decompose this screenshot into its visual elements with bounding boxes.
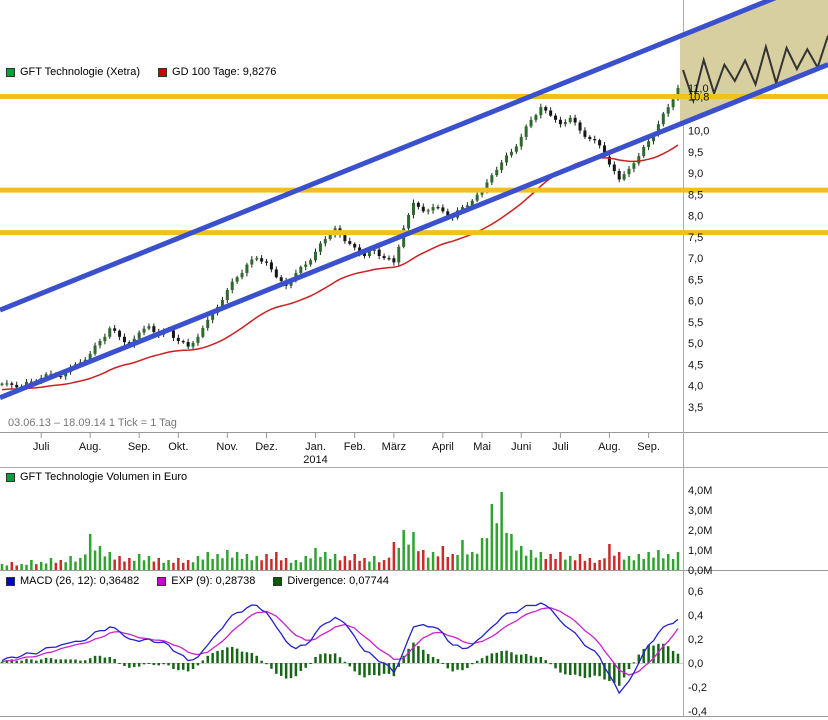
divergence-value-label: Divergence: 0,07744 [287, 575, 389, 587]
volume-swatch-icon [6, 472, 15, 482]
svg-text:0,0: 0,0 [688, 658, 703, 670]
main-chart-legend: GFT Technologie (Xetra) GD 100 Tage: 9,8… [6, 66, 276, 78]
svg-text:Dez.: Dez. [255, 441, 278, 453]
svg-text:Feb.: Feb. [344, 441, 366, 453]
svg-text:5,0: 5,0 [688, 338, 703, 350]
macd-swatch-icon [6, 576, 15, 586]
exp-value-label: EXP (9): 0,28738 [171, 575, 256, 587]
svg-text:-0,4: -0,4 [688, 706, 707, 718]
macd-axis-labels: 0,6 0,4 0,2 0,0 -0,2 -0,4 [688, 586, 707, 718]
svg-text:2,0M: 2,0M [688, 525, 712, 537]
volume-bars [0, 492, 680, 570]
volume-legend: GFT Technologie Volumen in Euro [6, 471, 187, 483]
exp-line [1, 607, 679, 676]
exp-swatch-icon [157, 576, 167, 586]
svg-text:4,0M: 4,0M [688, 485, 712, 497]
volume-label: GFT Technologie Volumen in Euro [20, 471, 188, 483]
divergence-histogram [0, 642, 680, 686]
svg-text:1,0M: 1,0M [688, 545, 712, 557]
candlesticks [0, 84, 680, 390]
volume-axis-labels: 4,0M 3,0M 2,0M 1,0M 0,0M [688, 485, 712, 577]
svg-text:Aug.: Aug. [79, 441, 102, 453]
macd-line [1, 602, 679, 695]
svg-text:9,5: 9,5 [688, 147, 703, 159]
svg-text:April: April [432, 441, 454, 453]
svg-text:Juni: Juni [511, 441, 531, 453]
svg-text:6,0: 6,0 [688, 296, 703, 308]
exp-legend-item: EXP (9): 0,28738 [157, 575, 255, 587]
svg-text:8,5: 8,5 [688, 189, 703, 201]
svg-text:Nov.: Nov. [216, 441, 238, 453]
svg-text:7,5: 7,5 [688, 232, 703, 244]
price-series-legend-item: GFT Technologie (Xetra) [6, 66, 140, 78]
svg-text:10,8: 10,8 [688, 92, 709, 104]
svg-text:0,2: 0,2 [688, 634, 703, 646]
svg-text:-0,2: -0,2 [688, 682, 707, 694]
price-series-swatch-icon [6, 67, 15, 77]
svg-text:4,5: 4,5 [688, 359, 703, 371]
svg-text:Sep.: Sep. [637, 441, 660, 453]
svg-text:Juli: Juli [33, 441, 50, 453]
svg-text:4,0: 4,0 [688, 381, 703, 393]
svg-text:März: März [382, 441, 406, 453]
svg-text:2014: 2014 [303, 454, 327, 466]
svg-text:8,0: 8,0 [688, 211, 703, 223]
gd100-label: GD 100 Tage: 9,8276 [172, 66, 277, 78]
trend-channel-lines [0, 0, 828, 400]
macd-legend: MACD (26, 12): 0,36482 EXP (9): 0,28738 … [6, 575, 389, 587]
period-text: 03.06.13 – 18.09.14 1 Tick = 1 Tag [8, 417, 177, 429]
svg-text:Sep.: Sep. [128, 441, 151, 453]
svg-text:5,5: 5,5 [688, 317, 703, 329]
trend-projection-area [680, 0, 828, 125]
svg-text:0,6: 0,6 [688, 586, 703, 598]
svg-text:7,0: 7,0 [688, 253, 703, 265]
svg-text:Aug.: Aug. [598, 441, 621, 453]
volume-legend-item: GFT Technologie Volumen in Euro [6, 471, 187, 483]
projection-price-path [682, 35, 828, 105]
svg-text:10,0: 10,0 [688, 126, 709, 138]
svg-text:Jan.: Jan. [305, 441, 326, 453]
divergence-legend-item: Divergence: 0,07744 [273, 575, 389, 587]
divergence-swatch-icon [273, 576, 283, 586]
main-axis-labels: 11,010,8 10,0 9,5 9,0 8,5 8,0 7,5 7,0 6,5 6,0 5,5 5… [33, 83, 709, 466]
svg-text:3,0M: 3,0M [688, 505, 712, 517]
svg-text:Mai: Mai [473, 441, 491, 453]
svg-text:11,0: 11,0 [688, 83, 709, 95]
svg-text:9,0: 9,0 [688, 168, 703, 180]
gd100-legend-item: GD 100 Tage: 9,8276 [158, 66, 276, 78]
svg-text:6,5: 6,5 [688, 274, 703, 286]
macd-legend-item: MACD (26, 12): 0,36482 [6, 575, 139, 587]
svg-text:Okt.: Okt. [168, 441, 188, 453]
price-series-label: GFT Technologie (Xetra) [20, 66, 141, 78]
svg-text:Juli: Juli [552, 441, 569, 453]
gd100-swatch-icon [158, 67, 168, 77]
svg-text:3,5: 3,5 [688, 402, 703, 414]
macd-value-label: MACD (26, 12): 0,36482 [20, 575, 140, 587]
svg-text:0,4: 0,4 [688, 610, 703, 622]
svg-text:0,0M: 0,0M [688, 565, 712, 577]
